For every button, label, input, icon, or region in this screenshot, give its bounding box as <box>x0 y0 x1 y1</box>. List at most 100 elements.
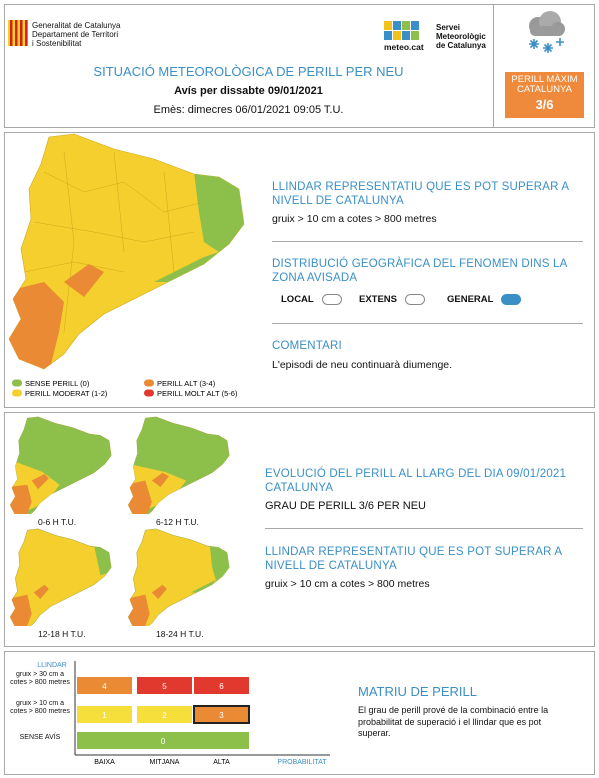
comment-text: L'episodi de neu continuarà diumenge. <box>272 359 453 371</box>
legend-label: PERILL MOLT ALT (5-6) <box>157 389 238 398</box>
separator <box>272 323 583 324</box>
issued: Emès: dimecres 06/01/2021 09:05 T.U. <box>153 104 344 116</box>
meteocat-wordmark: meteo.cat <box>384 42 424 52</box>
mini-map <box>9 528 112 626</box>
level-text: GRAU DE PERILL 3/6 PER NEU <box>265 500 426 512</box>
threshold-heading: LLINDAR REPRESENTATIU QUE ES POT SUPERAR… <box>272 181 569 207</box>
distribution-heading: DISTRIBUCIÓ GEOGRÀFICA DEL FENOMEN DINS … <box>272 258 567 284</box>
cell-label: 2 <box>162 711 167 720</box>
region <box>151 584 167 599</box>
legend-swatch <box>12 389 22 397</box>
distribution-options: LOCAL EXTENS GENERAL <box>281 294 581 310</box>
service-name: Servei Meteorològic de Catalunya <box>436 23 486 50</box>
mini-map-label: 0-6 H T.U. <box>38 517 77 527</box>
evolution-box <box>4 412 595 647</box>
legend-swatch <box>12 379 22 387</box>
region <box>10 594 32 626</box>
option-label: LOCAL <box>281 294 314 305</box>
text-line: Departament de Territori <box>32 30 119 39</box>
snow-icon <box>529 11 565 53</box>
header-box <box>4 4 595 128</box>
legend-swatch <box>144 379 154 387</box>
matrix-box <box>4 651 595 775</box>
borders <box>23 151 205 333</box>
cell-label: 4 <box>102 682 107 691</box>
matrix-cell <box>77 677 132 694</box>
threshold-heading: LLINDAR REPRESENTATIU QUE ES POT SUPERAR… <box>265 546 562 572</box>
mini-map-shape <box>127 528 230 626</box>
region <box>128 480 152 514</box>
evolution-heading: EVOLUCIÓ DEL PERILL AL LLARG DEL DIA 09/… <box>265 468 567 494</box>
threshold-text: gruix > 10 cm a cotes > 800 metres <box>272 213 437 225</box>
text-line: i Sostenibilitat <box>32 39 82 48</box>
column-label: ALTA <box>213 759 230 766</box>
header-title: SITUACIÓ METEOROLÒGICA DE PERILL PER NEU <box>93 64 404 79</box>
mini-map-label: 12-18 H T.U. <box>38 629 86 639</box>
mini-map <box>9 416 112 514</box>
evolution-maps: 0-6 H T.U. 6-12 H T.U. 12-18 H T.U. 18-24 H… <box>4 412 254 647</box>
option: GENERAL <box>447 294 522 305</box>
separator <box>265 528 583 529</box>
overlays <box>10 459 60 514</box>
row-label-box: SENSE AVÍS <box>19 734 61 741</box>
overlays <box>128 463 187 514</box>
matrix-cell <box>77 732 249 749</box>
cell-label: 3 <box>219 711 224 720</box>
text-line: Servei <box>436 23 461 32</box>
column-label: MITJANA <box>150 759 180 766</box>
max-danger-level: 3/6 <box>535 97 554 112</box>
region <box>128 594 150 626</box>
mini-map <box>127 416 230 514</box>
region-none <box>154 252 219 282</box>
legend-label: SENSE PERILL (0) <box>25 379 90 388</box>
row-label: gruix > 30 cm a cotes > 800 metres <box>10 671 70 686</box>
text-line: CATALUNYA <box>517 84 572 95</box>
mini-map-label: 6-12 H T.U. <box>156 517 199 527</box>
y-axis-label: LLINDAR <box>37 662 67 669</box>
org-name: Generalitat de Catalunya Departament de T… <box>32 21 121 48</box>
cell-label: 5 <box>162 682 167 691</box>
matrix-cell <box>137 677 192 694</box>
text-line: PERILL MÀXIM <box>511 74 578 85</box>
overlays <box>10 545 112 626</box>
cell-label: 0 <box>161 737 166 746</box>
cell-label: 6 <box>219 682 224 691</box>
matrix-cell <box>193 705 250 724</box>
row-label-box: gruix > 30 cm a cotes > 800 metres <box>10 671 70 686</box>
text-line: de Catalunya <box>436 41 486 50</box>
region-high <box>64 264 104 297</box>
gencat-logo <box>8 20 28 46</box>
mini-map <box>127 528 230 626</box>
legend: SENSE PERILL (0)PERILL MODERAT (1-2) PERI… <box>12 379 238 398</box>
matrix-cell <box>194 677 249 694</box>
region-high <box>9 282 64 369</box>
text-line: Generalitat de Catalunya <box>32 21 121 30</box>
danger-matrix: LLINDAR PROBABILITAT BAIXA MITJANA ALTA gruix… <box>10 661 330 766</box>
matrix-cell <box>137 706 192 723</box>
row-label-box: gruix > 10 cm a cotes > 800 metres <box>10 700 70 715</box>
map-section-box <box>4 132 595 408</box>
x-axis-label: PROBABILITAT <box>277 759 327 766</box>
map-overlays <box>9 172 244 369</box>
matrix-description: El grau de perill prové de la combinació… <box>358 705 549 738</box>
cell-label: 1 <box>102 711 107 720</box>
mini-map-label: 18-24 H T.U. <box>156 629 204 639</box>
danger-map <box>8 133 245 370</box>
region-none <box>194 172 244 252</box>
region <box>10 484 32 514</box>
mini-map-shape <box>9 416 112 514</box>
row-label: SENSE AVÍS <box>19 734 61 741</box>
option-label: GENERAL <box>447 294 494 305</box>
option-toggle <box>405 294 426 305</box>
option: LOCAL <box>281 294 342 305</box>
meteocat-logo <box>384 21 419 40</box>
max-danger-box: PERILL MÀXIM CATALUNYA 3/6 <box>505 72 584 118</box>
row-label: gruix > 10 cm a cotes > 800 metres <box>10 700 70 715</box>
separator <box>272 241 583 242</box>
option-label: EXTENS <box>359 294 398 305</box>
column-label: BAIXA <box>94 759 115 766</box>
threshold-text: gruix > 10 cm a cotes > 800 metres <box>265 578 430 590</box>
mini-map-shape <box>9 528 112 626</box>
region <box>151 472 169 487</box>
